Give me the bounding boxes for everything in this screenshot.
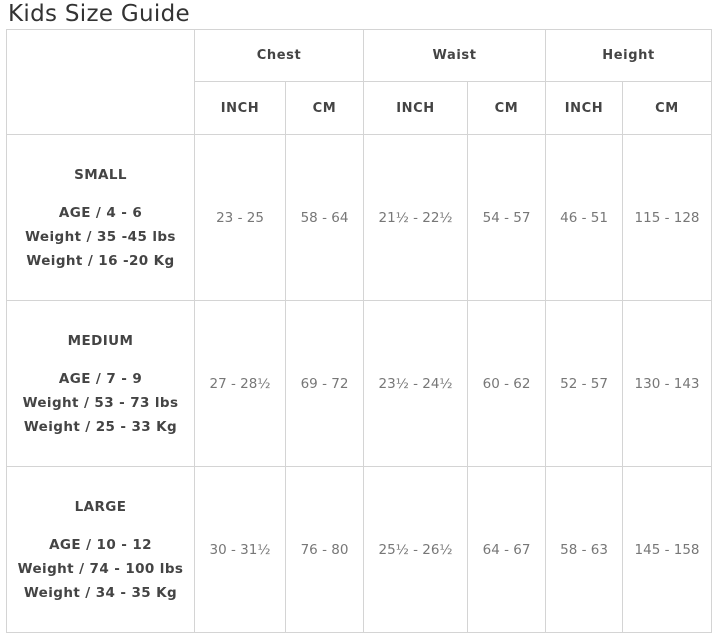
page-title: Kids Size Guide [8, 1, 190, 27]
corner-cell [6, 29, 195, 135]
chest-inch: 23 - 25 [194, 134, 286, 301]
size-name: MEDIUM [67, 332, 134, 349]
weight-lbs: Weight / 35 -45 lbs [25, 228, 176, 245]
size-guide-table: Chest Waist Height INCH CM INCH CM INCH … [6, 29, 713, 633]
height-cm: 145 - 158 [622, 466, 713, 633]
header-row-groups: Chest Waist Height [6, 29, 713, 135]
table-row-large: LARGE AGE / 10 - 12 Weight / 74 - 100 lb… [6, 466, 713, 633]
unit-header: INCH [194, 81, 286, 135]
chest-inch: 27 - 28½ [194, 300, 286, 467]
table-row-medium: MEDIUM AGE / 7 - 9 Weight / 53 - 73 lbs … [6, 300, 713, 467]
waist-cm: 54 - 57 [467, 134, 547, 301]
header-waist: Waist [363, 29, 547, 82]
weight-kg: Weight / 25 - 33 Kg [23, 418, 178, 435]
weight-kg: Weight / 16 -20 Kg [26, 252, 175, 269]
header-row-units: INCH CM INCH CM INCH CM [7, 81, 713, 135]
unit-header: CM [467, 81, 547, 135]
height-inch: 46 - 51 [545, 134, 624, 301]
weight-kg: Weight / 34 - 35 Kg [23, 584, 178, 601]
age-range: AGE / 4 - 6 [58, 204, 143, 221]
unit-header: CM [284, 81, 365, 135]
age-range: AGE / 10 - 12 [49, 536, 152, 553]
header-height: Height [545, 29, 713, 82]
height-cm: 130 - 143 [622, 300, 713, 467]
size-label-cell: SMALL AGE / 4 - 6 Weight / 35 -45 lbs We… [6, 134, 195, 301]
size-name: LARGE [74, 498, 127, 515]
chest-cm: 76 - 80 [284, 466, 365, 633]
age-range: AGE / 7 - 9 [58, 370, 143, 387]
size-label-cell: MEDIUM AGE / 7 - 9 Weight / 53 - 73 lbs … [6, 300, 195, 467]
waist-inch: 25½ - 26½ [363, 466, 469, 633]
size-label-cell: LARGE AGE / 10 - 12 Weight / 74 - 100 lb… [6, 466, 195, 633]
waist-cm: 60 - 62 [467, 300, 547, 467]
unit-header: INCH [545, 81, 624, 135]
chest-inch: 30 - 31½ [194, 466, 286, 633]
height-inch: 52 - 57 [545, 300, 624, 467]
weight-lbs: Weight / 53 - 73 lbs [22, 394, 179, 411]
table-row-small: SMALL AGE / 4 - 6 Weight / 35 -45 lbs We… [6, 134, 713, 301]
size-name: SMALL [74, 166, 127, 183]
height-cm: 115 - 128 [622, 134, 713, 301]
weight-lbs: Weight / 74 - 100 lbs [17, 560, 184, 577]
waist-cm: 64 - 67 [467, 466, 547, 633]
waist-inch: 21½ - 22½ [363, 134, 469, 301]
unit-header: CM [622, 81, 713, 135]
header-chest: Chest [193, 29, 365, 82]
chest-cm: 69 - 72 [284, 300, 365, 467]
height-inch: 58 - 63 [545, 466, 624, 633]
chest-cm: 58 - 64 [284, 134, 365, 301]
unit-header: INCH [363, 81, 469, 135]
waist-inch: 23½ - 24½ [363, 300, 469, 467]
